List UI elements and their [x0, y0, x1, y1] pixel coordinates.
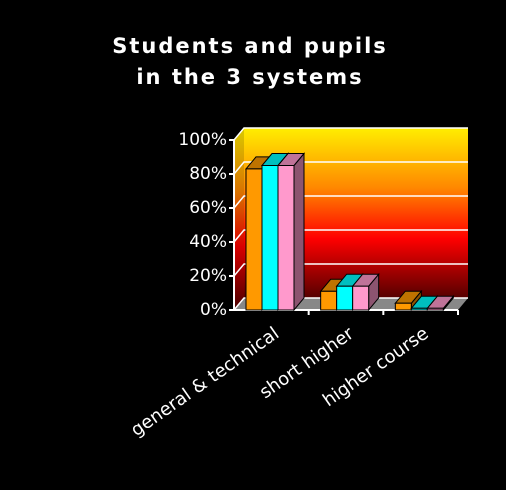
- bar: [426, 307, 444, 311]
- left-wall: [234, 128, 244, 310]
- bar-side: [293, 152, 305, 312]
- bar: [336, 285, 354, 311]
- chart-title: Students and pupils: [112, 34, 388, 58]
- bar: [261, 165, 279, 311]
- chart-title: in the 3 systems: [136, 65, 363, 89]
- bar: [277, 165, 295, 311]
- grid-line: [233, 195, 468, 209]
- y-tick-label: 100%: [178, 130, 227, 150]
- y-tick-label: 80%: [189, 164, 227, 184]
- grid-line: [233, 127, 468, 141]
- bar: [245, 168, 263, 311]
- y-tick-label: 20%: [189, 266, 227, 286]
- grid-line: [233, 263, 468, 277]
- y-tick-label: 40%: [189, 232, 227, 252]
- y-tick-label: 0%: [200, 300, 227, 320]
- grid-line: [233, 161, 468, 175]
- bar: [352, 285, 370, 311]
- y-tick-label: 60%: [189, 198, 227, 218]
- grid-line: [233, 229, 468, 243]
- bar: [394, 302, 412, 311]
- bar: [410, 307, 428, 311]
- bar: [320, 290, 338, 311]
- grid-line: [233, 297, 468, 311]
